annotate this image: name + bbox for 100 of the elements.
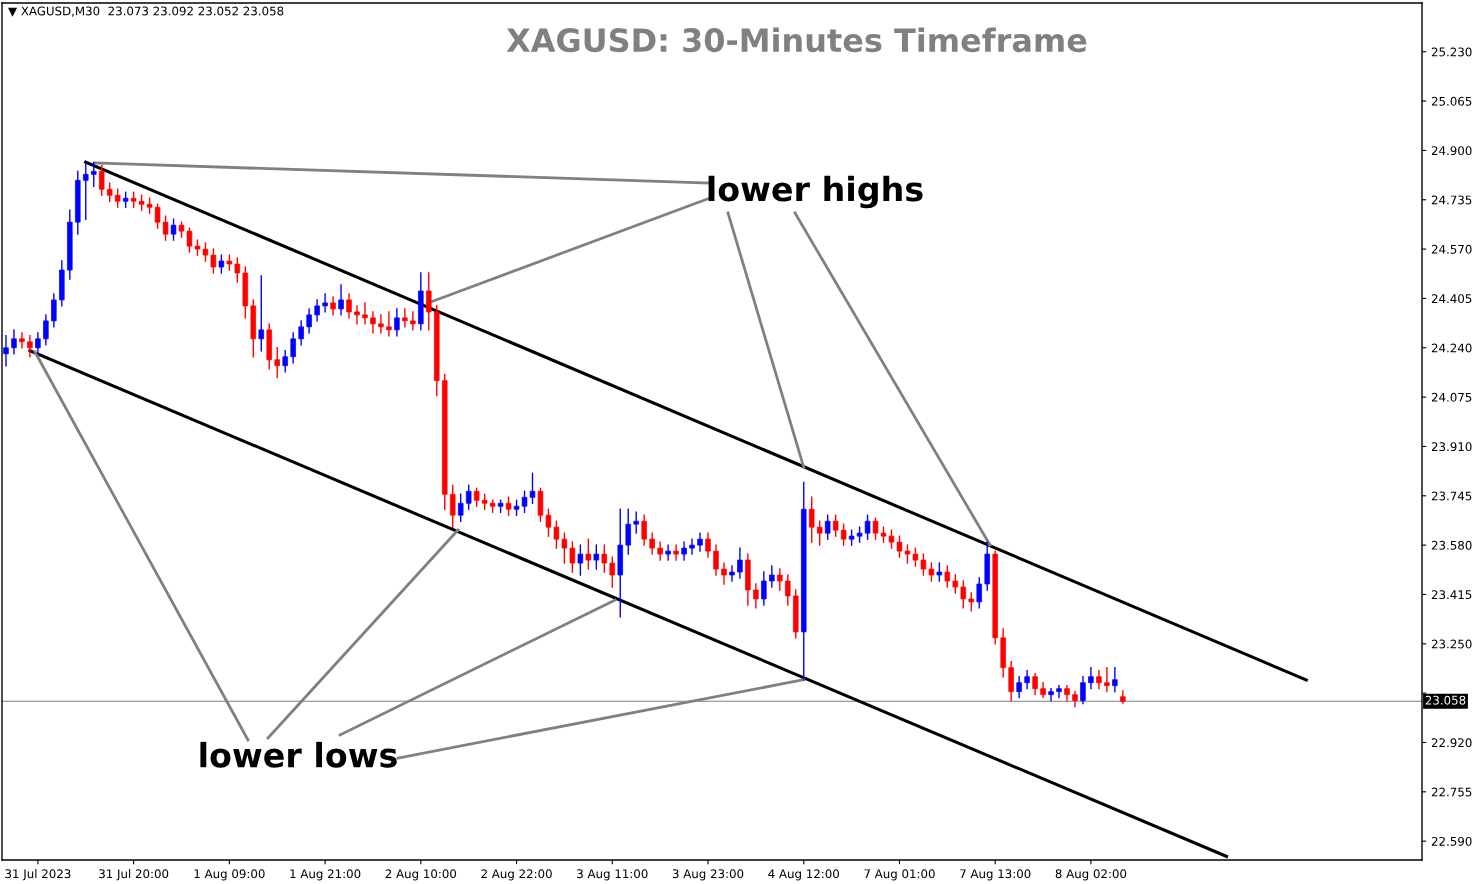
candlestick [665, 544, 671, 561]
x-tick-label: 2 Aug 10:00 [385, 869, 457, 881]
candlestick [976, 577, 982, 609]
candlestick [362, 302, 368, 325]
candlestick [1048, 687, 1054, 702]
candlestick [777, 568, 783, 591]
candlestick [354, 305, 360, 325]
candlestick [210, 248, 217, 274]
annotation: lower highs [708, 175, 923, 209]
candlestick [298, 320, 304, 346]
y-tick-label: 22.755 [1431, 787, 1472, 797]
candlestick [944, 565, 951, 588]
x-tick-label: 3 Aug 11:00 [577, 869, 648, 881]
y-tick-label: 23.415 [1431, 590, 1472, 600]
candlestick [585, 538, 592, 570]
candlestick [657, 541, 663, 561]
candlestick [370, 311, 376, 334]
candlestick [386, 311, 392, 337]
candlestick [769, 565, 775, 588]
candlestick [577, 544, 584, 576]
candlestick [346, 293, 352, 319]
x-tick-label: 3 Aug 23:00 [672, 869, 744, 881]
candlestick [601, 544, 608, 573]
y-tick-label: 23.250 [1431, 639, 1472, 649]
x-tick-label: 1 Aug 09:00 [194, 869, 265, 881]
candlestick [19, 332, 25, 349]
candlestick [561, 532, 568, 564]
y-tick-label: 24.240 [1431, 343, 1472, 353]
candlestick [1056, 684, 1062, 699]
candlestick [35, 332, 41, 355]
candlestick [91, 161, 97, 187]
candlestick [51, 293, 57, 328]
text: XAGUSD: 30-Minutes Timeframe [506, 27, 1087, 53]
candlestick [713, 544, 719, 576]
candlestick [729, 565, 735, 582]
candlestick [234, 257, 241, 283]
candlestick [864, 514, 871, 540]
y-tick-label: 24.405 [1431, 294, 1472, 304]
x-tick-label: 2 Aug 22:00 [481, 869, 552, 881]
candlestick [1024, 670, 1030, 690]
candlestick [697, 532, 703, 552]
candlestick [1016, 676, 1022, 699]
candlestick [920, 553, 927, 576]
x-tick-label: 4 Aug 12:00 [768, 869, 839, 881]
candlestick [593, 544, 600, 570]
candlestick [3, 335, 9, 367]
candlestick [170, 218, 177, 241]
candlestick [824, 514, 831, 540]
candlestick [410, 311, 416, 331]
y-tick-label: 25.065 [1431, 96, 1472, 106]
y-tick-label: 23.745 [1431, 491, 1472, 501]
candlestick [306, 308, 312, 334]
candlestick [816, 520, 823, 546]
y-tick-label: 24.900 [1431, 146, 1472, 156]
candlestick [832, 514, 839, 537]
annotation: lower lows [200, 741, 397, 768]
candlestick [378, 314, 384, 334]
candlestick [1096, 670, 1102, 690]
candlestick [633, 511, 639, 534]
candlestick [43, 314, 49, 346]
candlestick [569, 541, 576, 573]
candlestick [290, 332, 296, 364]
candlestick [322, 293, 328, 313]
candlestick [1120, 690, 1126, 704]
candlestick [457, 493, 464, 522]
candlestick [449, 484, 456, 528]
candlestick [761, 571, 767, 606]
candlestick [426, 272, 432, 331]
y-tick-label: 24.735 [1431, 195, 1472, 205]
candlestick [625, 508, 631, 555]
candlestick [282, 350, 288, 373]
x-tick-label: 8 Aug 02:00 [1055, 869, 1127, 881]
candlestick [673, 544, 679, 561]
candlestick [402, 308, 408, 328]
candlestick [11, 329, 17, 355]
candlestick [1112, 667, 1118, 693]
x-tick-label: 1 Aug 21:00 [290, 869, 361, 881]
candlestick [314, 299, 320, 322]
y-tick-label: 22.920 [1431, 738, 1472, 748]
ref-line-label: 23.058 [1425, 695, 1466, 705]
x-tick-label: 7 Aug 13:00 [960, 869, 1031, 881]
x-tick-label: 31 Jul 20:00 [99, 869, 169, 881]
candlestick [840, 523, 847, 546]
candlestick [330, 296, 336, 316]
candlestick [649, 532, 655, 555]
candlestick [465, 484, 472, 510]
candlestick [960, 580, 967, 609]
candlestick [27, 335, 33, 358]
candlestick [808, 496, 815, 543]
annotation: ▼ XAGUSD,M30 23.073 23.092 23.052 23.058 [8, 6, 284, 17]
y-tick-label: 23.910 [1431, 442, 1472, 452]
candlestick [274, 347, 280, 379]
candlestick [609, 556, 616, 588]
candlestick [1088, 667, 1094, 690]
candlestick [705, 532, 711, 558]
candlestick [753, 583, 759, 609]
candlestick [641, 514, 647, 546]
candlestick [737, 547, 743, 579]
y-tick-label: 23.580 [1431, 540, 1472, 550]
candlestick [681, 541, 687, 561]
